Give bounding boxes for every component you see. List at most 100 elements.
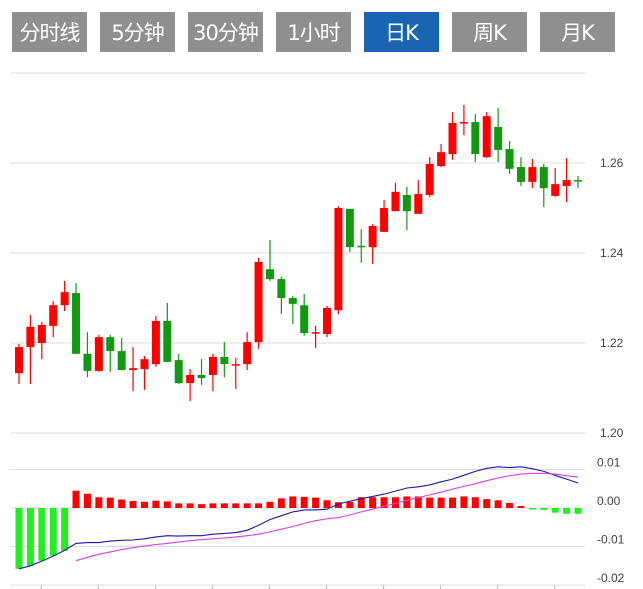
tab-5min[interactable]: 5分钟 (100, 12, 175, 52)
macd-histogram-bar (72, 490, 80, 508)
candle-up (368, 226, 377, 248)
candle-down (539, 167, 548, 189)
candle-up (243, 342, 252, 365)
candle-up (380, 208, 389, 232)
candle-up (425, 163, 434, 195)
candle-up (37, 325, 46, 343)
macd-histogram-bar (15, 508, 23, 569)
candle-down (197, 374, 206, 379)
candle-up (254, 262, 263, 343)
macd-histogram-bar (357, 497, 365, 508)
candle-down (288, 298, 297, 304)
tab-daily-k[interactable]: 日K (364, 12, 439, 52)
macd-histogram-bar (140, 501, 148, 508)
macd-histogram-bar (255, 503, 263, 508)
candle-up (151, 320, 160, 365)
candle-up (414, 194, 423, 214)
candle-down (471, 122, 480, 154)
candle-up (391, 191, 400, 212)
macd-histogram-bar (243, 503, 251, 508)
candle-down (574, 180, 582, 182)
macd-histogram-bar (198, 504, 206, 508)
macd-tick-label: -0.02 (597, 571, 625, 585)
candle-up (334, 208, 343, 311)
dif-line (18, 466, 579, 570)
macd-histogram-bar (186, 503, 194, 508)
macd-histogram-bar (300, 496, 308, 508)
candle-up (551, 184, 560, 196)
candle-down (402, 194, 411, 212)
macd-histogram-bar (449, 497, 457, 508)
tab-timeshare[interactable]: 分时线 (12, 12, 87, 52)
candle-down (106, 337, 115, 352)
macd-histogram-bar (312, 497, 320, 508)
candle-down (277, 279, 286, 298)
macd-histogram-bar (26, 508, 34, 566)
macd-histogram-bar (483, 499, 491, 508)
macd-tick-label: 0.01 (597, 456, 621, 470)
candle-up (26, 326, 35, 348)
macd-histogram-bar (38, 508, 46, 561)
macd-histogram-bar (95, 497, 103, 508)
candle-down (494, 127, 503, 150)
candle-up (437, 152, 446, 167)
macd-histogram-bar (369, 497, 377, 508)
macd-histogram-bar (346, 501, 354, 508)
candle-down (345, 208, 354, 248)
price-tick-label: 1.22 (600, 336, 624, 350)
macd-histogram-bar (528, 508, 536, 510)
candle-up (186, 374, 195, 384)
candle-up (448, 122, 457, 154)
candle-up (49, 305, 58, 326)
macd-histogram-bar (152, 500, 160, 508)
macd-histogram-bar (540, 508, 548, 510)
macd-histogram-bar (61, 508, 69, 551)
macd-histogram-bar (414, 496, 422, 508)
tab-monthly-k[interactable]: 月K (540, 12, 615, 52)
candle-up (15, 347, 23, 374)
candle-up (231, 364, 240, 366)
macd-histogram-bar (517, 506, 525, 508)
macd-histogram-bar (460, 496, 468, 508)
tab-weekly-k[interactable]: 周K (452, 12, 527, 52)
candle-up (94, 337, 103, 371)
dea-line (75, 472, 579, 562)
macd-histogram-bar (563, 508, 571, 514)
tab-1hour[interactable]: 1小时 (276, 12, 351, 52)
macd-histogram-bar (391, 497, 399, 508)
candle-up (129, 368, 138, 370)
price-tick-label: 1.26 (600, 156, 624, 170)
macd-tick-label: -0.01 (597, 533, 625, 547)
candle-down (83, 353, 92, 371)
candle-up (562, 180, 571, 186)
macd-histogram-bar (220, 503, 228, 508)
tab-30min[interactable]: 30分钟 (188, 12, 263, 52)
macd-histogram-bar (129, 501, 137, 508)
macd-histogram-bar (83, 493, 91, 508)
macd-histogram-bar (551, 508, 559, 513)
candle-down (174, 360, 183, 384)
candle-down (117, 351, 126, 370)
price-tick-label: 1.24 (600, 246, 624, 260)
candle-up (60, 292, 69, 306)
candle-up (482, 116, 491, 158)
macd-histogram-bar (471, 497, 479, 508)
macd-histogram-bar (175, 503, 183, 508)
macd-histogram-bar (277, 498, 285, 508)
macd-histogram-bar (403, 496, 411, 508)
macd-histogram-bar (163, 501, 171, 508)
candle-up (459, 122, 468, 124)
candle-down (505, 149, 514, 169)
macd-histogram-bar (506, 502, 514, 508)
candle-up (323, 307, 332, 334)
macd-histogram-bar (437, 497, 445, 508)
macd-histogram-bar (494, 500, 502, 508)
macd-histogram-bar (209, 503, 217, 508)
candle-down (265, 269, 274, 280)
candle-down (300, 305, 309, 334)
macd-histogram-bar (574, 508, 582, 514)
macd-tick-label: 0.00 (597, 494, 621, 508)
candle-down (72, 293, 81, 354)
candle-up (528, 167, 537, 182)
